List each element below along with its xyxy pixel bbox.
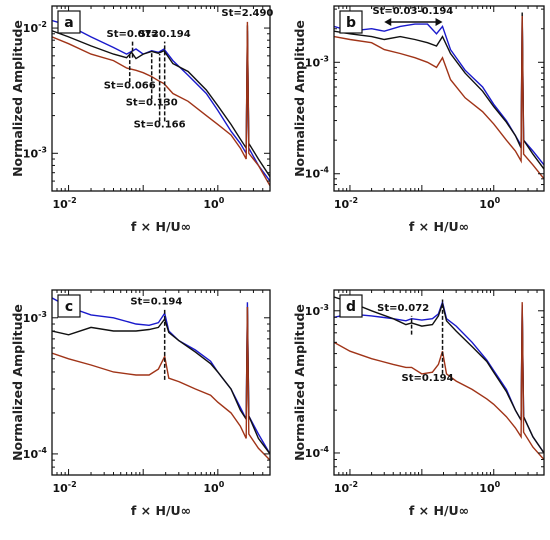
plot-frame <box>333 5 545 192</box>
x-tick-label: 10-2 <box>52 480 76 495</box>
panel-c: 10-2 100 10-3 10-4 f × H/U∞ Normalized Amplit… <box>10 289 271 518</box>
y-axis-label: Normalized Amplitude <box>10 20 25 177</box>
x-tick-label: 10-2 <box>334 196 358 211</box>
panel-label-box <box>339 294 363 318</box>
annotation-label: St=0.194 <box>139 29 191 40</box>
panel-label: a <box>64 15 73 31</box>
panel-label-box <box>339 10 363 34</box>
annotation-label: St=0.03-0.194 <box>372 6 453 17</box>
series-line-2 <box>334 12 544 170</box>
annotation-label: St=0.166 <box>134 120 186 131</box>
x-tick-label: 100 <box>479 196 500 211</box>
annotation-label: St=0.072 <box>377 303 429 314</box>
panel-label-box <box>57 294 81 318</box>
x-axis-label: f × H/U∞ <box>409 503 469 518</box>
x-tick-label: 100 <box>203 196 224 211</box>
series-line-1 <box>334 17 544 166</box>
x-axis-label: f × H/U∞ <box>409 219 469 234</box>
panel-b: 10-2 100 10-3 10-4 f × H/U∞ Normalized Amplit… <box>292 5 545 234</box>
y-tick-label: 10-2 <box>23 20 47 35</box>
annotation-label: St=0.066 <box>104 80 156 91</box>
x-tick-label: 100 <box>203 480 224 495</box>
y-tick-label: 10-4 <box>23 446 48 461</box>
panel-label: b <box>346 15 356 31</box>
annotation-label: St=0.072 <box>107 29 159 40</box>
x-axis-label: f × H/U∞ <box>131 503 191 518</box>
panel-label-box <box>57 10 81 34</box>
arrow-head-right <box>435 17 443 26</box>
x-axis-label: f × H/U∞ <box>131 219 191 234</box>
annotation-label: St=2.490 <box>221 8 273 19</box>
series-line-3 <box>334 15 544 180</box>
panel-label: c <box>65 299 73 315</box>
annotation-label: St=0.194 <box>130 297 182 308</box>
y-axis-label: Normalized Amplitude <box>292 304 307 461</box>
x-tick-label: 10-2 <box>52 196 76 211</box>
y-tick-label: 10-4 <box>305 445 330 460</box>
plot-frame <box>333 289 545 476</box>
y-axis-label: Normalized Amplitude <box>292 20 307 177</box>
annotation-label: St=0.130 <box>126 98 178 109</box>
arrow-head-left <box>384 17 392 26</box>
y-tick-label: 10-3 <box>23 310 47 325</box>
panel-label: d <box>346 299 356 315</box>
x-tick-label: 10-2 <box>334 480 358 495</box>
plot-frame <box>51 289 271 476</box>
panel-d: 10-2 100 10-3 10-4 f × H/U∞ Normalized Amplit… <box>292 289 545 518</box>
annotation-label: St=0.194 <box>402 373 454 384</box>
y-tick-label: 10-4 <box>305 166 330 181</box>
y-tick-label: 10-3 <box>305 54 329 69</box>
series-line-3 <box>52 306 270 461</box>
panel-a: 10-2 100 10-2 10-3 f × H/U∞ Normalized Amplit… <box>10 5 273 234</box>
plot-frame <box>51 5 271 192</box>
series-line-1 <box>52 297 270 455</box>
y-tick-label: 10-3 <box>305 303 329 318</box>
y-axis-label: Normalized Amplitude <box>10 304 25 461</box>
series-line-3 <box>334 302 544 460</box>
y-tick-label: 10-3 <box>23 145 47 160</box>
series-line-2 <box>52 306 270 455</box>
series-line-3 <box>52 21 270 187</box>
x-tick-label: 100 <box>479 480 500 495</box>
